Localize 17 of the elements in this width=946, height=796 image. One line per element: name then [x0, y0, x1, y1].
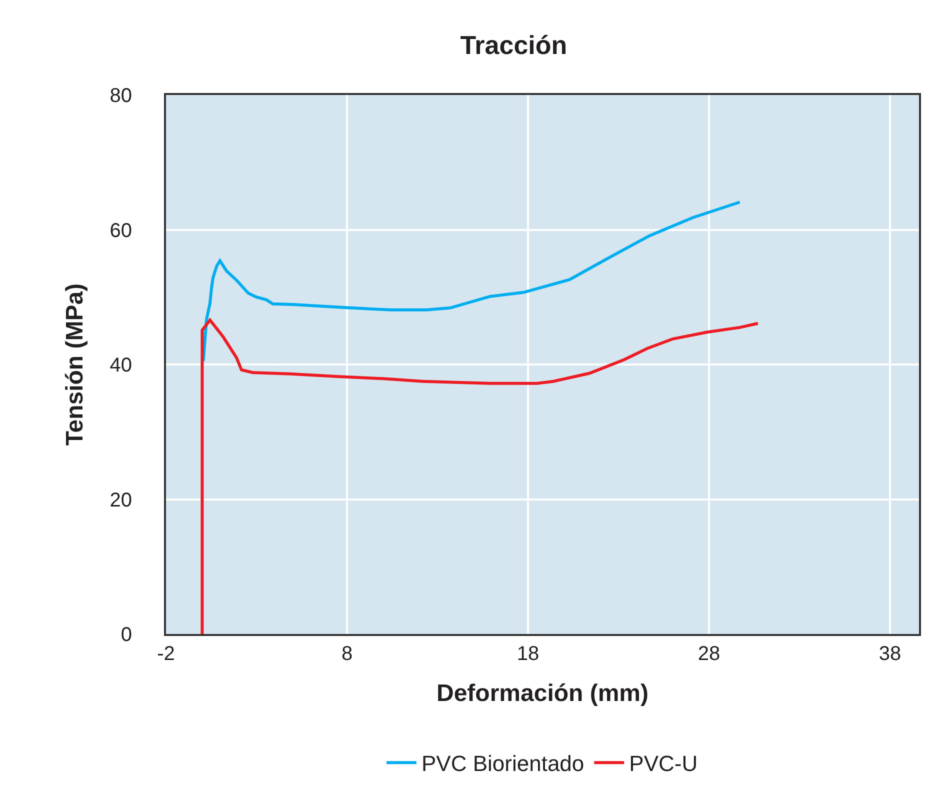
y-tick-label: 20: [110, 489, 132, 512]
legend-label: PVC-U: [629, 751, 698, 776]
line-series: [202, 200, 742, 363]
x-axis-title: Deformación (mm): [436, 680, 649, 707]
x-tick-label: -2: [157, 643, 175, 665]
y-axis-title: Tensión (MPa): [61, 283, 88, 446]
y-tick-label: 60: [110, 220, 132, 242]
x-tick-label: 8: [341, 643, 353, 665]
y-tick-label: 0: [120, 624, 132, 646]
x-tick-label: 28: [698, 643, 720, 665]
chart-title: Tracción: [460, 30, 568, 60]
y-tick-label: 40: [110, 354, 132, 376]
legend-label: PVC Biorientado: [422, 751, 584, 776]
y-tick-label: 80: [110, 85, 132, 107]
x-tick-label: 18: [516, 643, 540, 665]
x-tick-label: 38: [878, 643, 902, 665]
line-series: [200, 318, 760, 634]
